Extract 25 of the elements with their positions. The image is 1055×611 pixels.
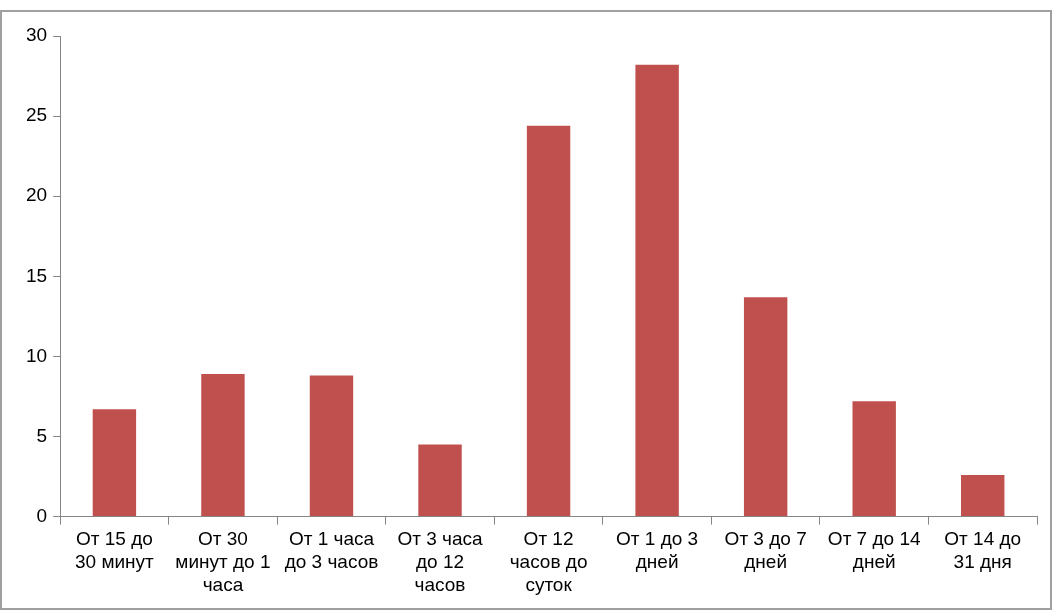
y-tick-label: 30 — [25, 24, 48, 46]
x-tick-label: От 3 до 7 дней — [724, 528, 807, 573]
x-tick-label: От 1 часа до 3 часов — [284, 528, 379, 573]
x-tick-label: От 1 до 3 дней — [616, 528, 699, 573]
y-tick-label: 0 — [36, 504, 48, 526]
bar — [961, 474, 1005, 517]
y-tick-label: 15 — [25, 264, 48, 286]
bar — [92, 409, 137, 517]
y-tick-label: 20 — [25, 184, 48, 206]
bar — [201, 374, 245, 517]
x-tick-label: От 7 до 14 дней — [827, 528, 921, 573]
bar — [743, 297, 788, 517]
x-tick-label: От 14 до 31 дня — [944, 528, 1022, 573]
y-tick-label: 10 — [25, 344, 48, 366]
bar — [852, 401, 896, 517]
x-tick-label: От 3 часа до 12 часов — [397, 528, 484, 595]
bar — [526, 125, 571, 517]
x-tick-label: От 12 часов до суток — [509, 528, 588, 595]
x-tick-label: От 15 до 30 минут — [75, 528, 155, 573]
y-tick-label: 5 — [36, 424, 48, 446]
bar — [635, 64, 679, 517]
bar — [418, 444, 462, 517]
x-tick-label: От 30 минут до 1 часа — [175, 528, 271, 595]
y-tick-label: 25 — [25, 104, 48, 126]
bar — [309, 375, 354, 517]
